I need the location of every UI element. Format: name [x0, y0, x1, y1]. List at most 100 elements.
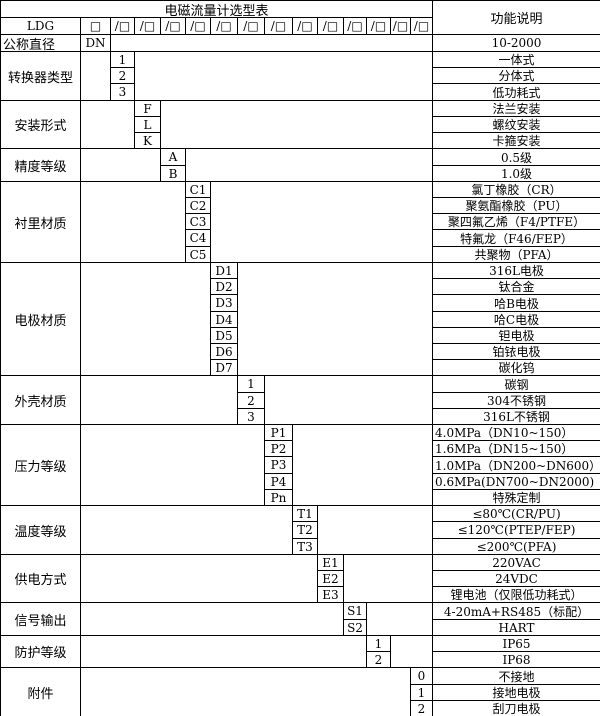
- option-code: 2: [238, 393, 265, 409]
- option-desc: 不接地: [433, 668, 600, 685]
- blank-cell: [81, 376, 238, 425]
- option-code: 3: [238, 409, 265, 425]
- option-box: /□: [265, 18, 293, 35]
- option-desc: 锂电池（仅限低功耗式）: [433, 587, 600, 603]
- option-code: D3: [211, 295, 238, 312]
- option-desc: 螺纹安装: [433, 117, 600, 133]
- option-desc: IP65: [433, 636, 600, 652]
- group-label: 压力等级: [1, 425, 81, 506]
- blank-cell: [135, 52, 433, 101]
- group-label: 防护等级: [1, 636, 81, 668]
- option-desc: 聚氨酯橡胶（PU）: [433, 198, 600, 214]
- function-title: 功能说明: [433, 1, 600, 35]
- group-label: 外壳材质: [1, 376, 81, 425]
- option-desc: 特氟龙（F46/FEP）: [433, 230, 600, 247]
- option-code: C1: [186, 182, 211, 198]
- option-code: F: [135, 101, 161, 117]
- option-desc: ≤80℃(CR/PU): [433, 506, 600, 522]
- option-desc: 碳钢: [433, 376, 600, 393]
- blank-cell: [81, 263, 211, 376]
- option-code: D6: [211, 344, 238, 360]
- option-desc: 法兰安装: [433, 101, 600, 117]
- option-box: /□: [293, 18, 318, 35]
- option-code: D5: [211, 328, 238, 344]
- group-label: 附件: [1, 668, 81, 716]
- option-box: /□: [161, 18, 186, 35]
- option-code: P1: [265, 425, 293, 441]
- option-code: P3: [265, 457, 293, 474]
- option-desc: 304不锈钢: [433, 393, 600, 409]
- blank-cell: [81, 555, 318, 603]
- option-code: T3: [293, 539, 318, 555]
- option-code: P2: [265, 441, 293, 457]
- blank-cell: [211, 182, 433, 263]
- model-code: LDG: [1, 18, 81, 35]
- model-box: □: [81, 18, 111, 35]
- blank-cell: [265, 376, 433, 425]
- option-box: /□: [238, 18, 265, 35]
- option-desc: 低功耗式: [433, 84, 600, 101]
- option-desc: 24VDC: [433, 571, 600, 587]
- option-box: /□: [344, 18, 367, 35]
- option-box: /□: [111, 18, 135, 35]
- option-code: S2: [344, 620, 367, 636]
- blank-cell: [161, 101, 433, 149]
- option-code: S1: [344, 603, 367, 620]
- option-code: 2: [367, 652, 391, 668]
- nominal-desc: 10-2000: [433, 35, 600, 52]
- option-box: /□: [135, 18, 161, 35]
- group-label: 电极材质: [1, 263, 81, 376]
- blank-cell: [81, 636, 367, 668]
- option-code: C3: [186, 214, 211, 230]
- blank-cell: [367, 603, 433, 636]
- option-code: P4: [265, 474, 293, 490]
- option-code: C2: [186, 198, 211, 214]
- group-label: 供电方式: [1, 555, 81, 603]
- group-label: 安装形式: [1, 101, 81, 149]
- option-code: E3: [318, 587, 344, 603]
- option-code: B: [161, 166, 186, 182]
- option-box: /□: [318, 18, 344, 35]
- option-code: E2: [318, 571, 344, 587]
- blank-cell: [81, 182, 186, 263]
- group-label: 信号输出: [1, 603, 81, 636]
- blank-cell: [81, 425, 265, 506]
- option-code: D4: [211, 312, 238, 328]
- option-code: L: [135, 117, 161, 133]
- option-desc: 0.6MPa(DN700~DN2000): [433, 474, 600, 490]
- blank-cell: [344, 555, 433, 603]
- nominal-label: 公称直径: [1, 35, 81, 52]
- option-desc: 哈B电极: [433, 295, 600, 312]
- option-code: 0: [411, 668, 433, 685]
- blank-cell: [111, 35, 433, 52]
- option-code: 1: [367, 636, 391, 652]
- blank-cell: [318, 506, 433, 555]
- option-desc: 接地电极: [433, 685, 600, 701]
- option-desc: 哈C电极: [433, 312, 600, 328]
- option-desc: 316L电极: [433, 263, 600, 279]
- option-desc: 碳化钨: [433, 360, 600, 376]
- blank-cell: [391, 636, 433, 668]
- option-box: /□: [367, 18, 391, 35]
- option-desc: 1.0级: [433, 166, 600, 182]
- blank-cell: [186, 149, 433, 182]
- group-label: 衬里材质: [1, 182, 81, 263]
- option-code: 1: [411, 685, 433, 701]
- blank-cell: [81, 506, 293, 555]
- blank-cell: [293, 425, 433, 506]
- option-desc: 0.5级: [433, 149, 600, 166]
- option-desc: 一体式: [433, 52, 600, 68]
- option-desc: 1.0MPa（DN200~DN600）: [433, 458, 600, 474]
- option-code: E1: [318, 555, 344, 571]
- option-code: Pn: [265, 490, 293, 506]
- blank-cell: [81, 52, 111, 101]
- option-code: C5: [186, 247, 211, 263]
- option-code: 1: [111, 52, 135, 68]
- option-box: /□: [186, 18, 211, 35]
- option-desc: 刮刀电极: [433, 701, 600, 716]
- option-desc: 4.0MPa（DN10~150）: [433, 425, 600, 441]
- option-code: 2: [411, 701, 433, 716]
- option-desc: 220VAC: [433, 555, 600, 571]
- option-box: /□: [411, 18, 433, 35]
